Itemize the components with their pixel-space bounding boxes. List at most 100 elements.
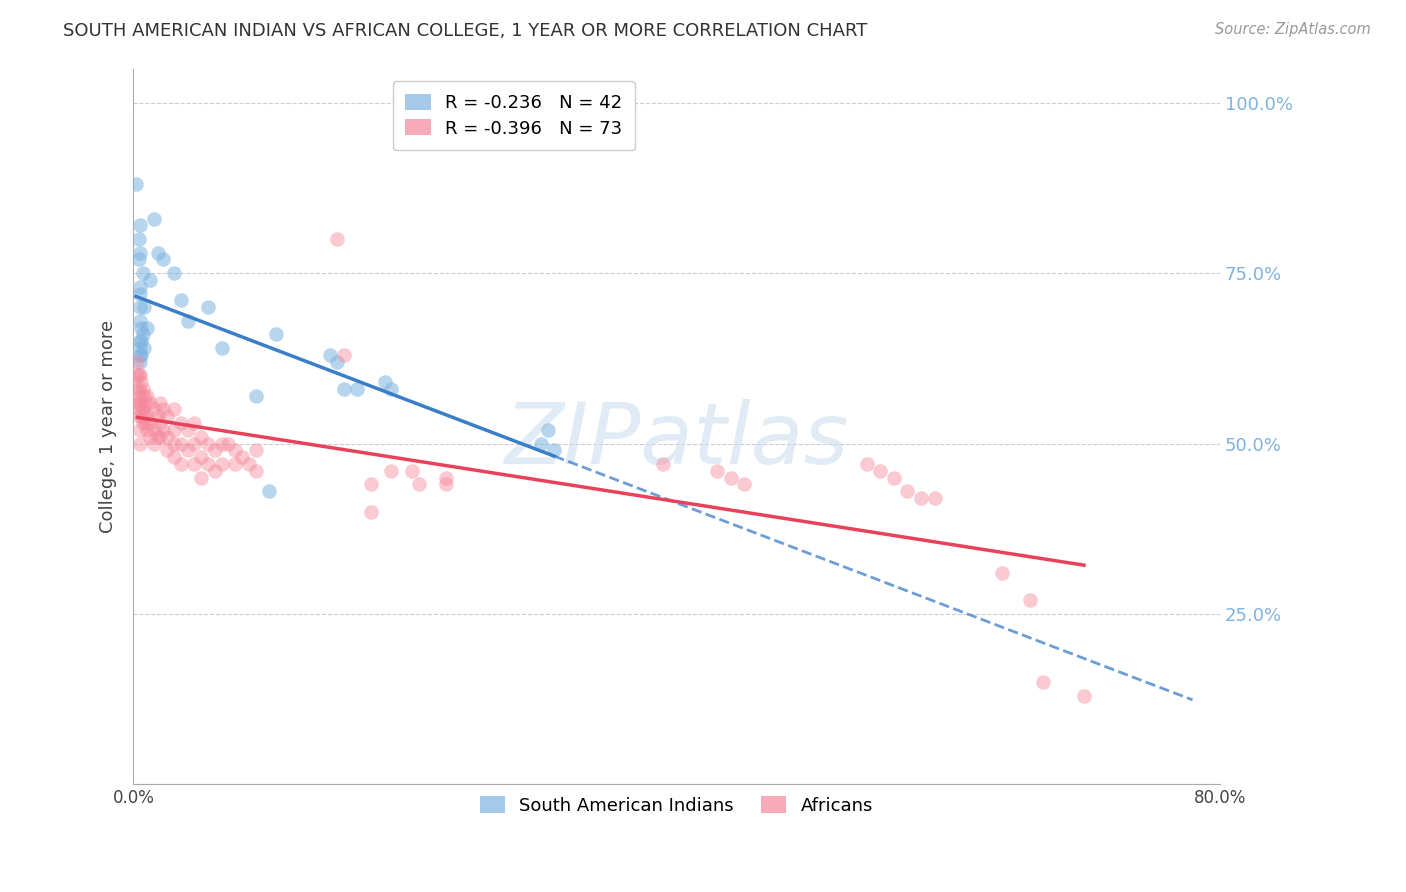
Point: [129, 354, 152, 368]
Point: [319, 348, 342, 362]
Point: [142, 402, 165, 417]
Point: [197, 300, 219, 314]
Point: [333, 382, 356, 396]
Point: [245, 464, 267, 478]
Point: [128, 395, 150, 409]
Point: [125, 178, 148, 192]
Text: Source: ZipAtlas.com: Source: ZipAtlas.com: [1215, 22, 1371, 37]
Point: [408, 477, 430, 491]
Point: [333, 348, 356, 362]
Point: [142, 436, 165, 450]
Point: [183, 457, 205, 471]
Point: [204, 464, 226, 478]
Point: [401, 464, 423, 478]
Point: [326, 354, 349, 368]
Point: [163, 436, 186, 450]
Legend: South American Indians, Africans: South American Indians, Africans: [470, 786, 884, 825]
Point: [170, 457, 193, 471]
Point: [135, 389, 157, 403]
Point: [170, 293, 193, 308]
Point: [543, 443, 565, 458]
Point: [129, 341, 152, 355]
Point: [135, 320, 157, 334]
Point: [129, 245, 152, 260]
Point: [135, 395, 157, 409]
Point: [135, 423, 157, 437]
Point: [170, 436, 193, 450]
Point: [434, 470, 457, 484]
Point: [128, 368, 150, 383]
Point: [156, 430, 179, 444]
Point: [138, 416, 160, 430]
Point: [149, 416, 172, 430]
Point: [163, 402, 186, 417]
Point: [924, 491, 946, 505]
Point: [190, 430, 212, 444]
Point: [132, 416, 155, 430]
Point: [374, 375, 396, 389]
Point: [131, 348, 153, 362]
Point: [855, 457, 877, 471]
Point: [190, 470, 212, 484]
Point: [163, 423, 186, 437]
Point: [142, 423, 165, 437]
Point: [245, 389, 267, 403]
Point: [197, 457, 219, 471]
Point: [176, 423, 198, 437]
Point: [128, 232, 150, 246]
Point: [204, 443, 226, 458]
Point: [135, 416, 157, 430]
Point: [152, 252, 174, 267]
Text: ZIPatlas: ZIPatlas: [505, 400, 849, 483]
Point: [127, 368, 149, 383]
Point: [380, 464, 402, 478]
Point: [211, 436, 233, 450]
Point: [190, 450, 212, 465]
Point: [129, 436, 152, 450]
Point: [146, 245, 169, 260]
Text: SOUTH AMERICAN INDIAN VS AFRICAN COLLEGE, 1 YEAR OR MORE CORRELATION CHART: SOUTH AMERICAN INDIAN VS AFRICAN COLLEGE…: [63, 22, 868, 40]
Point: [132, 266, 155, 280]
Point: [910, 491, 932, 505]
Point: [896, 484, 918, 499]
Point: [142, 211, 165, 226]
Point: [146, 430, 169, 444]
Point: [1032, 675, 1054, 690]
Point: [176, 443, 198, 458]
Point: [326, 232, 349, 246]
Point: [380, 382, 402, 396]
Point: [131, 375, 153, 389]
Point: [1073, 689, 1095, 703]
Point: [129, 314, 152, 328]
Point: [129, 300, 152, 314]
Y-axis label: College, 1 year or more: College, 1 year or more: [100, 320, 117, 533]
Point: [434, 477, 457, 491]
Point: [149, 430, 172, 444]
Point: [360, 505, 382, 519]
Point: [706, 464, 728, 478]
Point: [156, 409, 179, 424]
Point: [257, 484, 280, 499]
Point: [129, 219, 152, 233]
Point: [131, 409, 153, 424]
Point: [156, 443, 179, 458]
Point: [346, 382, 368, 396]
Point: [231, 450, 253, 465]
Point: [152, 423, 174, 437]
Point: [132, 327, 155, 342]
Point: [149, 395, 172, 409]
Point: [129, 286, 152, 301]
Point: [224, 443, 246, 458]
Point: [138, 430, 160, 444]
Point: [238, 457, 260, 471]
Point: [132, 382, 155, 396]
Point: [360, 477, 382, 491]
Point: [197, 436, 219, 450]
Point: [1018, 593, 1040, 607]
Point: [129, 348, 152, 362]
Point: [129, 402, 152, 417]
Point: [883, 470, 905, 484]
Point: [129, 423, 152, 437]
Point: [652, 457, 675, 471]
Point: [217, 436, 239, 450]
